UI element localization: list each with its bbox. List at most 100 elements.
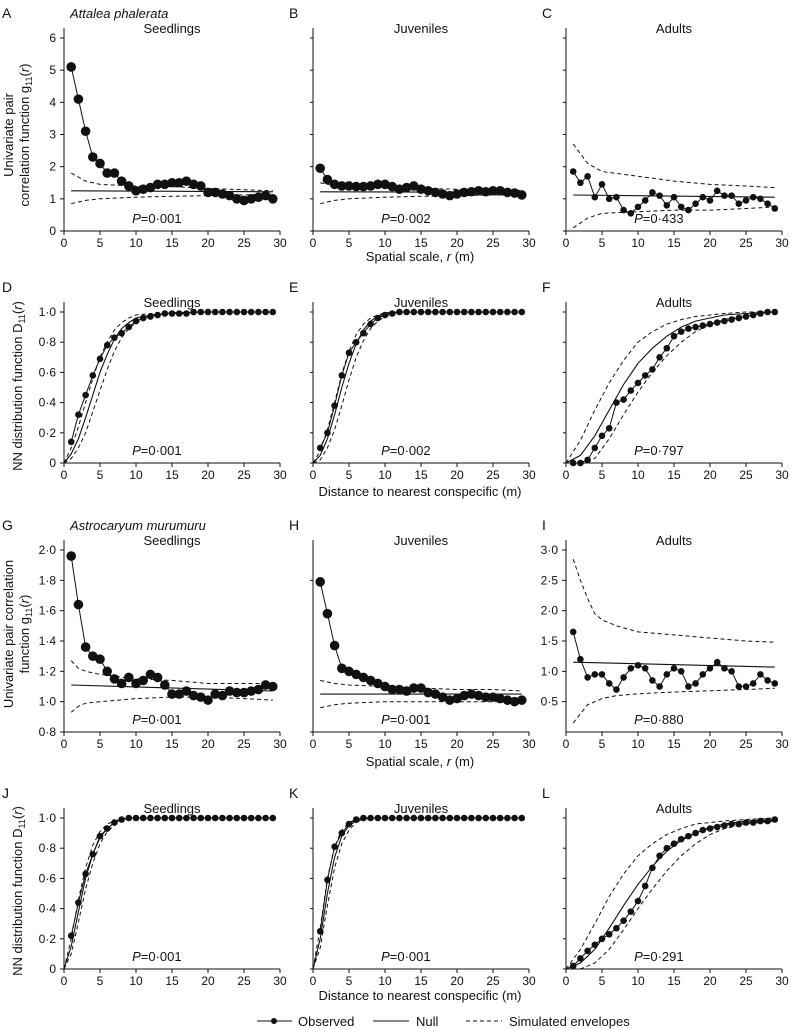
observed-point-A bbox=[181, 176, 192, 186]
x-tick-label-G: 30 bbox=[273, 737, 287, 751]
observed-point-F bbox=[706, 320, 714, 328]
x-tick-label-I: 30 bbox=[775, 737, 789, 751]
y-tick-label-D: 0·4 bbox=[39, 396, 57, 410]
p-value-text-E: =0·002 bbox=[390, 443, 431, 458]
observed-point-E bbox=[518, 308, 526, 316]
observed-point-B bbox=[380, 179, 390, 190]
x-tick-label-E: 5 bbox=[346, 468, 353, 482]
observed-point-D bbox=[139, 314, 147, 322]
panel-K: K Juveniles 0 5 10 15 20 25 30 P=0·001 bbox=[289, 785, 536, 988]
observed-point-E bbox=[482, 308, 490, 316]
row-label-d2-open: ( bbox=[10, 814, 25, 819]
observed-point-G bbox=[232, 687, 242, 698]
observed-point-D bbox=[89, 372, 97, 379]
observed-point-K bbox=[504, 814, 511, 822]
observed-point-G bbox=[260, 680, 271, 690]
observed-point-G bbox=[138, 675, 148, 686]
y-tick-label-D: 0·8 bbox=[39, 335, 57, 349]
observed-point-K bbox=[518, 814, 526, 822]
p-value-A: P=0·001 bbox=[132, 211, 182, 226]
observed-point-G bbox=[102, 666, 112, 677]
observed-point-K bbox=[439, 814, 446, 822]
observed-point-J bbox=[240, 814, 248, 822]
observed-point-A bbox=[188, 179, 199, 190]
x-tick-label-J: 25 bbox=[237, 974, 251, 988]
observed-point-A bbox=[196, 181, 206, 191]
row-label-g2-sub: 11 bbox=[24, 608, 34, 617]
observed-point-K bbox=[324, 876, 331, 884]
row-label-g1-var: r bbox=[17, 67, 32, 72]
observed-point-K bbox=[432, 814, 439, 822]
x-tick-label-G: 5 bbox=[97, 737, 104, 751]
observed-point-C bbox=[757, 195, 764, 203]
observed-point-C bbox=[728, 192, 735, 199]
observed-point-C bbox=[569, 168, 577, 175]
observed-point-F bbox=[771, 308, 779, 316]
observed-line-C bbox=[572, 171, 776, 214]
p-symbol-E: P bbox=[381, 443, 390, 458]
x-tick-label-B: 20 bbox=[450, 236, 464, 250]
observed-point-F bbox=[728, 316, 735, 323]
x-tick-label-A: 5 bbox=[97, 236, 104, 250]
observed-point-A bbox=[160, 179, 170, 190]
observed-point-J bbox=[168, 814, 176, 822]
observed-point-J bbox=[139, 814, 147, 822]
observed-point-G bbox=[188, 690, 199, 701]
observed-point-B bbox=[365, 181, 376, 191]
observed-point-H bbox=[322, 608, 333, 619]
observed-point-H bbox=[430, 689, 441, 699]
panel-letter-E: E bbox=[289, 279, 298, 295]
observed-point-L bbox=[735, 820, 743, 828]
observed-point-E bbox=[367, 320, 374, 328]
panel-letter-F: F bbox=[542, 279, 551, 295]
y-tick-label-J: 0·4 bbox=[39, 902, 57, 916]
observed-point-E bbox=[446, 308, 454, 316]
observed-point-B bbox=[344, 181, 354, 191]
observed-point-K bbox=[388, 814, 396, 822]
x-label-g2: Spatial scale, r (m) bbox=[366, 754, 474, 769]
row-label-g1-open: ( bbox=[17, 72, 32, 77]
observed-point-K bbox=[489, 814, 497, 822]
row-label-g1-line1: Univariate pair bbox=[1, 92, 16, 176]
observed-point-L bbox=[677, 835, 685, 843]
observed-point-L bbox=[569, 962, 577, 970]
observed-point-C bbox=[677, 203, 685, 211]
observed-point-A bbox=[66, 62, 76, 72]
observed-point-L bbox=[663, 844, 671, 852]
observed-point-D bbox=[183, 310, 190, 317]
x-tick-label-L: 10 bbox=[631, 974, 645, 988]
p-value-text-L: =0·291 bbox=[643, 949, 684, 964]
observed-point-F bbox=[742, 313, 750, 320]
p-symbol-F: P bbox=[634, 443, 643, 458]
observed-point-K bbox=[338, 829, 346, 837]
p-value-D: P=0·001 bbox=[132, 443, 182, 458]
svg-text:function g11(r): function g11(r) bbox=[17, 595, 34, 674]
x-tick-label-D: 20 bbox=[201, 468, 215, 482]
x-tick-label-I: 25 bbox=[739, 737, 753, 751]
observed-point-F bbox=[584, 456, 591, 464]
observed-point-G bbox=[253, 684, 264, 695]
p-symbol-J: P bbox=[132, 949, 141, 964]
observed-point-E bbox=[352, 338, 360, 346]
observed-point-H bbox=[387, 684, 398, 695]
observed-point-D bbox=[103, 341, 111, 349]
observed-point-I bbox=[591, 671, 599, 678]
observed-point-K bbox=[396, 814, 403, 822]
observed-point-B bbox=[329, 179, 340, 190]
observed-point-B bbox=[409, 181, 419, 191]
x-label-g1-prefix: Spatial scale, bbox=[366, 249, 447, 264]
observed-point-G bbox=[73, 599, 84, 610]
envelope-lower-E bbox=[312, 311, 522, 464]
observed-point-A bbox=[260, 190, 271, 201]
observed-point-B bbox=[473, 185, 484, 196]
panel-I: I Adults 0 5 10 15 20 25 30 0·5 1·0 1·5 2·0 2·5 3·0 P=0… bbox=[541, 517, 789, 751]
observed-point-F bbox=[598, 432, 606, 440]
x-tick-label-A: 30 bbox=[273, 236, 287, 250]
observed-point-G bbox=[268, 681, 278, 692]
observed-point-K bbox=[446, 814, 454, 822]
x-tick-label-J: 0 bbox=[61, 974, 68, 988]
observed-point-D bbox=[96, 355, 104, 363]
x-tick-label-J: 15 bbox=[165, 974, 179, 988]
svg-text:Univariate pair: Univariate pair bbox=[1, 92, 16, 176]
observed-point-E bbox=[460, 308, 468, 316]
